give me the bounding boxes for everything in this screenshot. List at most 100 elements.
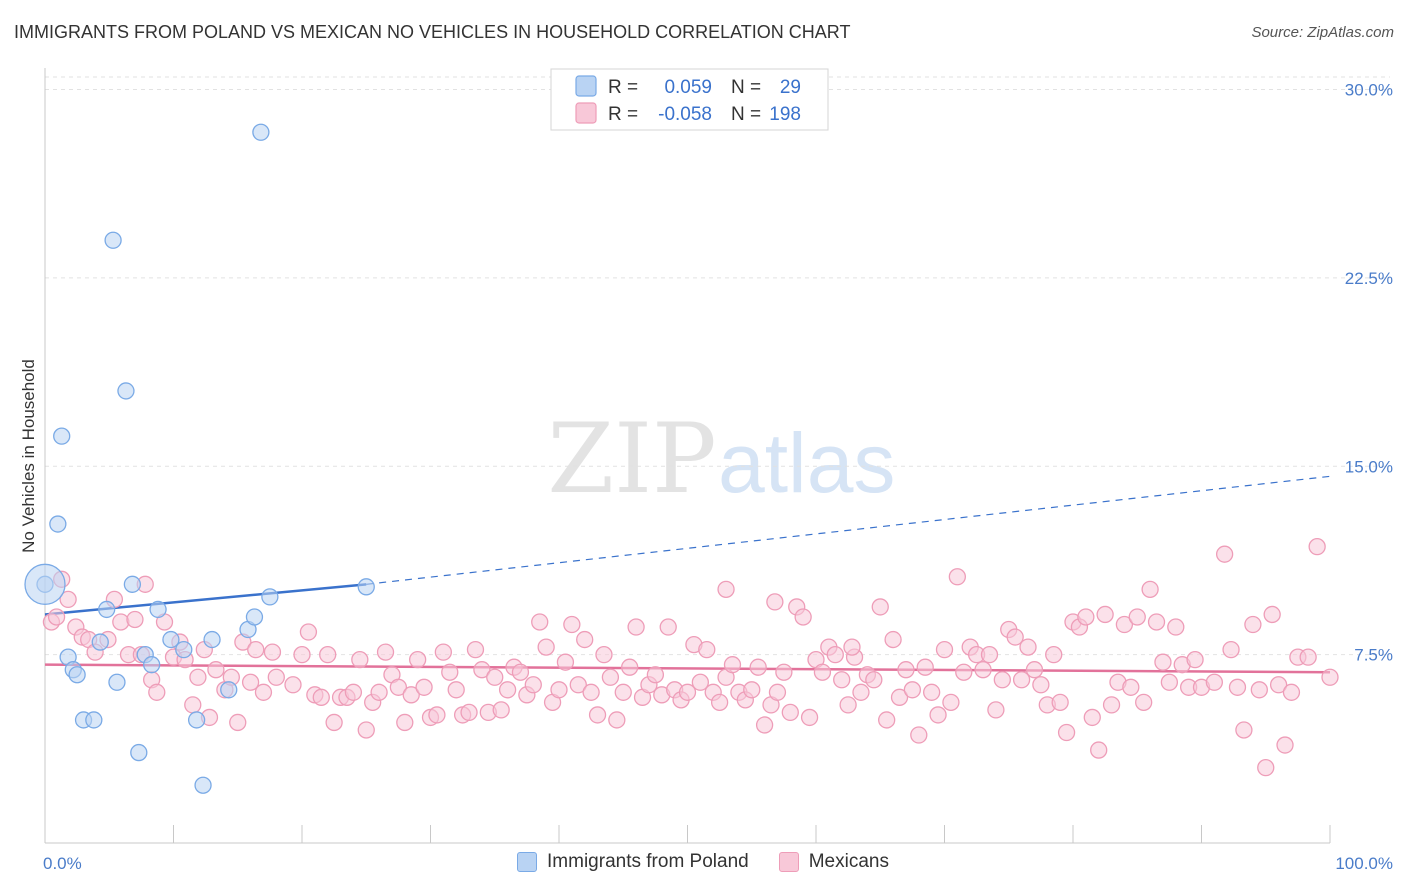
legend-swatch-poland-bottom (517, 852, 538, 872)
data-point-mexicans (293, 645, 311, 664)
data-point-mexicans (1077, 608, 1095, 626)
chart-title: IMMIGRANTS FROM POLAND VS MEXICAN NO VEH… (14, 22, 851, 42)
data-point-mexicans (207, 661, 225, 679)
data-point-mexicans (710, 693, 729, 712)
data-point-poland (143, 656, 161, 674)
data-point-mexicans (1215, 545, 1234, 563)
data-point-mexicans (1012, 671, 1031, 689)
data-point-mexicans (916, 658, 934, 676)
data-point-mexicans (903, 681, 922, 699)
data-point-mexicans (884, 630, 902, 649)
legend-swatch-mexicans (575, 102, 597, 124)
data-point-mexicans (1128, 608, 1146, 626)
data-point-mexicans (717, 580, 735, 598)
data-point-mexicans (1205, 673, 1223, 691)
data-point-mexicans (1115, 615, 1134, 634)
legend-r-label-mexicans: R = (608, 104, 638, 125)
legend-label-poland: Immigrants from Poland (547, 851, 749, 872)
data-point-poland (175, 640, 193, 659)
data-point-poland-large (24, 563, 66, 605)
data-point-mexicans (865, 671, 883, 689)
data-point-mexicans (1222, 640, 1240, 659)
watermark-zip: ZIP (547, 403, 716, 515)
data-point-mexicans (766, 593, 784, 611)
data-point-mexicans (189, 668, 207, 686)
data-point-mexicans (929, 706, 947, 724)
data-point-mexicans (987, 701, 1005, 719)
trend-line-poland (44, 583, 367, 616)
legend-box (550, 68, 829, 131)
data-point-mexicans (1032, 676, 1050, 694)
data-point-poland (123, 575, 142, 593)
data-point-mexicans (351, 651, 369, 669)
data-point-mexicans (627, 618, 645, 636)
data-point-mexicans (511, 663, 530, 681)
data-point-mexicans (775, 663, 793, 681)
data-point-mexicans (299, 623, 318, 641)
data-point-poland (68, 666, 86, 684)
data-point-mexicans (910, 726, 928, 744)
y-axis-ticks: 7.5% 15.0% 22.5% 30.0% (1345, 81, 1393, 665)
data-point-mexicans (621, 658, 639, 676)
data-point-mexicans (284, 676, 302, 694)
y-tick-label: 7.5% (1354, 646, 1393, 665)
data-point-mexicans (473, 661, 491, 679)
data-point-mexicans (563, 615, 581, 634)
data-point-mexicans (370, 683, 388, 701)
series-poland-points (24, 123, 375, 794)
source-label: Source: ZipAtlas.com (1251, 24, 1394, 41)
data-point-poland (108, 673, 126, 691)
data-point-mexicans (531, 613, 549, 631)
data-point-mexicans (878, 711, 896, 729)
data-point-mexicans (537, 638, 555, 656)
data-point-mexicans (942, 693, 960, 712)
data-point-mexicans (1167, 618, 1185, 636)
data-point-mexicans (1269, 676, 1288, 694)
data-point-mexicans (698, 640, 716, 659)
data-point-mexicans (59, 590, 77, 609)
data-point-mexicans (112, 613, 130, 631)
data-point-mexicans (524, 676, 542, 694)
data-point-mexicans (993, 671, 1011, 689)
data-point-mexicans (312, 688, 330, 706)
axes (44, 68, 1331, 844)
trend-line-mexicans (44, 663, 1331, 674)
data-point-mexicans (935, 640, 954, 659)
data-point-mexicans (1045, 645, 1063, 664)
data-point-mexicans (319, 645, 337, 664)
data-point-mexicans (466, 640, 485, 659)
data-point-mexicans (550, 681, 568, 699)
gridlines (45, 76, 1390, 656)
data-point-mexicans (1057, 723, 1076, 742)
data-point-mexicans (1102, 696, 1121, 714)
data-point-mexicans (1122, 678, 1140, 696)
data-point-mexicans (980, 645, 999, 664)
legend-r-label-poland: R = (608, 77, 638, 98)
data-point-mexicans (498, 681, 517, 699)
data-point-mexicans (1083, 708, 1101, 727)
data-point-poland (104, 231, 122, 249)
data-point-mexicans (659, 618, 677, 636)
x-axis-ticks: 0.0% 100.0% (43, 854, 1393, 873)
data-point-mexicans (576, 630, 594, 649)
data-point-poland (162, 630, 180, 649)
data-point-mexicans (768, 683, 787, 701)
data-point-mexicans (389, 678, 408, 696)
data-point-mexicans (646, 666, 665, 684)
data-point-mexicans (1308, 537, 1326, 556)
data-point-poland (357, 578, 375, 596)
data-point-mexicans (247, 640, 265, 659)
data-point-mexicans (486, 668, 504, 686)
data-point-poland (194, 776, 212, 794)
data-point-mexicans (447, 681, 465, 699)
x-tick-label-min: 0.0% (43, 854, 82, 873)
data-point-mexicans (396, 713, 414, 732)
data-point-mexicans (1096, 605, 1114, 624)
data-point-mexicans (852, 683, 870, 701)
data-point-mexicans (588, 706, 607, 724)
data-point-mexicans (254, 683, 273, 701)
legend-n-label-poland: N = (731, 77, 761, 98)
stats-legend: R = 0.059 N = 29 R = -0.058 N = 198 (550, 68, 829, 131)
y-tick-label: 22.5% (1345, 269, 1393, 288)
